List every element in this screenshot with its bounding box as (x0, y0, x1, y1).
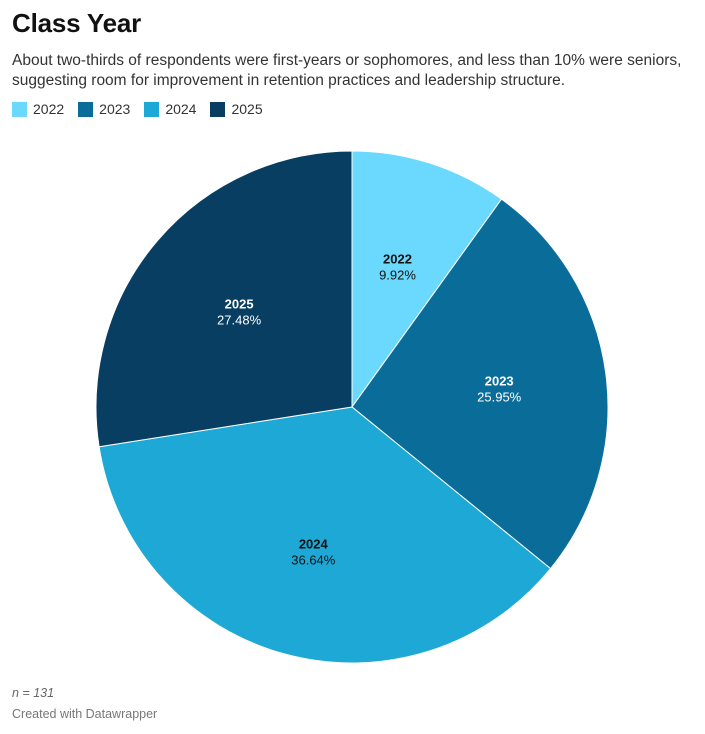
legend-item-2022: 2022 (12, 101, 64, 117)
slice-label-name-2023: 2023 (485, 373, 514, 388)
legend-swatch-2022 (12, 101, 27, 117)
pie-slice-2024 (98, 406, 552, 664)
legend-label-2022: 2022 (33, 101, 65, 117)
legend-swatch-2024 (144, 101, 160, 117)
pie-slice-2025 (95, 150, 353, 448)
credit-line: Created with Datawrapper (12, 707, 158, 721)
legend: 2022 2023 2024 2025 (12, 100, 277, 118)
slice-label-name-2022: 2022 (383, 252, 412, 267)
pie-slice-2022 (351, 150, 503, 409)
legend-label-2023: 2023 (99, 101, 131, 117)
slice-label-name-2024: 2024 (299, 536, 329, 551)
slice-label-value-2022: 9.92% (379, 268, 416, 283)
legend-label-2025: 2025 (231, 101, 263, 117)
sample-size-note: n = 131 (12, 686, 55, 700)
legend-item-2024: 2024 (144, 101, 196, 117)
pie-slice-2023 (351, 198, 609, 570)
chart-subtitle: About two-thirds of respondents were fir… (12, 52, 682, 89)
slice-label-value-2024: 36.64% (291, 552, 336, 567)
legend-item-2025: 2025 (210, 101, 263, 117)
legend-label-2024: 2024 (165, 101, 197, 117)
slice-label-name-2025: 2025 (225, 297, 254, 312)
legend-item-2023: 2023 (78, 101, 130, 117)
slice-label-value-2023: 25.95% (477, 389, 522, 404)
legend-swatch-2025 (210, 101, 226, 117)
legend-swatch-2023 (78, 101, 94, 117)
slice-label-value-2025: 27.48% (217, 313, 262, 328)
chart-title: Class Year (12, 8, 142, 38)
